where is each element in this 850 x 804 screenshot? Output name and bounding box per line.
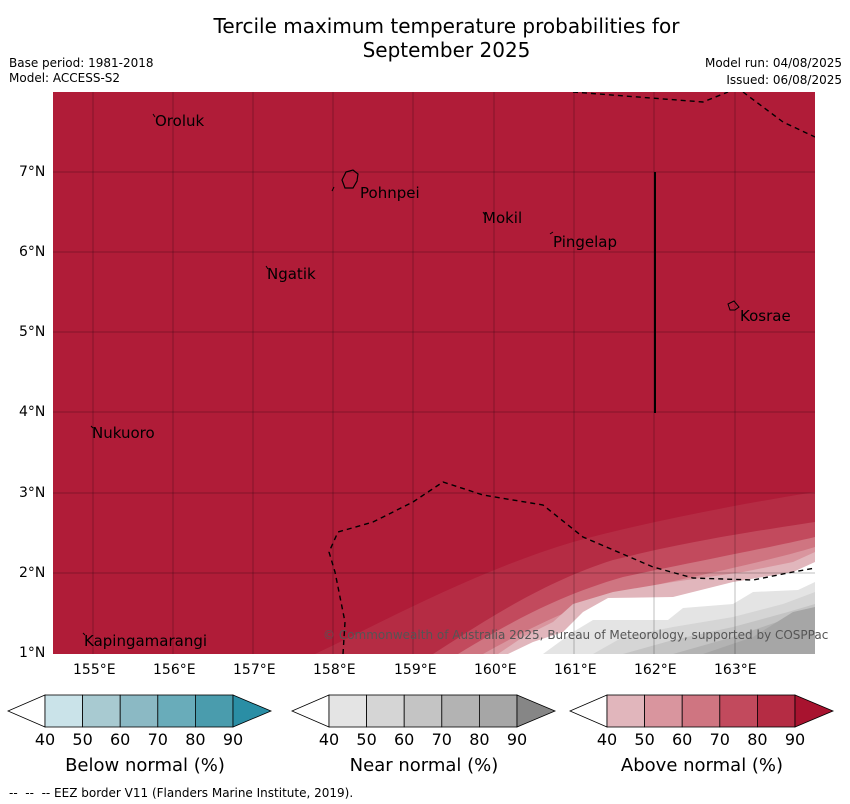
kosrae-island-outline bbox=[727, 300, 740, 311]
ant-atoll-mark bbox=[331, 186, 335, 192]
below-colorbar-high-extension bbox=[232, 694, 273, 728]
mokil-atoll-mark bbox=[482, 211, 486, 216]
above-colorbar-swatch bbox=[606, 694, 645, 728]
below-colorbar-tick: 90 bbox=[222, 730, 244, 749]
model-run-date: Model run: 04/08/2025 bbox=[704, 56, 842, 70]
lon-tick-161e: 161°E bbox=[554, 662, 597, 678]
lon-tick-159e: 159°E bbox=[394, 662, 437, 678]
near-colorbar-swatch bbox=[328, 694, 367, 728]
above-colorbar-swatch bbox=[719, 694, 758, 728]
issued-date: Issued: 06/08/2025 bbox=[726, 73, 842, 87]
nukuoro-atoll-mark bbox=[90, 425, 94, 429]
lat-tick-4n: 4°N bbox=[19, 404, 46, 420]
lat-tick-7n: 7°N bbox=[19, 164, 46, 180]
map-title-line2: September 2025 bbox=[362, 38, 531, 62]
eez-border bbox=[328, 92, 815, 654]
below-normal-label: Below normal (%) bbox=[65, 755, 225, 776]
near-colorbar-swatch bbox=[441, 694, 480, 728]
below-colorbar-tick: 80 bbox=[185, 730, 206, 749]
near-normal-label: Near normal (%) bbox=[349, 755, 499, 776]
place-label-mokil: Mokil bbox=[483, 209, 523, 227]
near-colorbar-high-extension bbox=[516, 694, 557, 728]
near-colorbar-swatch bbox=[366, 694, 405, 728]
above-colorbar-high-extension bbox=[794, 694, 835, 728]
lon-tick-163e: 163°E bbox=[714, 662, 757, 678]
pohnpei-island-outline bbox=[341, 169, 359, 189]
near-colorbar-tick: 40 bbox=[318, 730, 340, 749]
above-colorbar-swatch bbox=[644, 694, 683, 728]
model-name: Model: ACCESS-S2 bbox=[9, 71, 121, 85]
above-colorbar-tick: 70 bbox=[709, 730, 730, 749]
place-label-ngatik: Ngatik bbox=[267, 265, 316, 283]
above-colorbar-low-extension bbox=[569, 694, 608, 728]
above-colorbar-tick: 40 bbox=[596, 730, 618, 749]
above-normal-colorbar bbox=[569, 694, 835, 728]
above-colorbar-swatch bbox=[681, 694, 721, 728]
above-colorbar-tick: 60 bbox=[672, 730, 693, 749]
near-colorbar-tick: 60 bbox=[394, 730, 415, 749]
copyright-notice: © Commonwealth of Australia 2025, Bureau… bbox=[323, 628, 829, 642]
lon-tick-157e: 157°E bbox=[233, 662, 276, 678]
near-normal-80-region bbox=[703, 607, 815, 654]
lat-tick-6n: 6°N bbox=[19, 244, 46, 260]
below-colorbar-swatch bbox=[44, 694, 83, 728]
near-colorbar-tick: 90 bbox=[506, 730, 528, 749]
near-colorbar-swatch bbox=[403, 694, 443, 728]
pingelap-atoll-mark bbox=[549, 231, 554, 235]
lat-tick-5n: 5°N bbox=[19, 324, 46, 340]
kapingamarangi-atoll-mark bbox=[82, 632, 86, 636]
below-colorbar-tick: 70 bbox=[147, 730, 168, 749]
near-colorbar-swatch bbox=[478, 694, 518, 728]
place-label-kosrae: Kosrae bbox=[740, 307, 791, 325]
near-colorbar-tick: 70 bbox=[431, 730, 452, 749]
below-colorbar-tick: 40 bbox=[34, 730, 56, 749]
base-period: Base period: 1981-2018 bbox=[9, 56, 154, 70]
place-label-pingelap: Pingelap bbox=[553, 233, 618, 251]
below-colorbar-swatch bbox=[157, 694, 196, 728]
below-colorbar-tick: 60 bbox=[110, 730, 131, 749]
lat-tick-1n: 1°N bbox=[19, 645, 46, 661]
place-label-pohnpei: Pohnpei bbox=[360, 184, 420, 202]
lon-tick-158e: 158°E bbox=[313, 662, 356, 678]
lon-tick-160e: 160°E bbox=[474, 662, 517, 678]
below-colorbar-tick: 50 bbox=[72, 730, 93, 749]
above-normal-label: Above normal (%) bbox=[620, 755, 784, 776]
below-colorbar-swatch bbox=[82, 694, 121, 728]
below-normal-colorbar bbox=[7, 694, 273, 728]
above-colorbar-tick: 90 bbox=[784, 730, 806, 749]
above-colorbar-tick: 50 bbox=[634, 730, 655, 749]
map-grid bbox=[53, 92, 815, 654]
lat-tick-3n: 3°N bbox=[19, 485, 46, 501]
lon-tick-156e: 156°E bbox=[153, 662, 196, 678]
above-colorbar-tick: 80 bbox=[747, 730, 768, 749]
above-colorbar-swatch bbox=[756, 694, 796, 728]
below-colorbar-low-extension bbox=[7, 694, 46, 728]
below-colorbar-swatch bbox=[194, 694, 234, 728]
oroluk-atoll-mark bbox=[152, 113, 156, 118]
near-colorbar-low-extension bbox=[291, 694, 330, 728]
map-title-line1: Tercile maximum temperature probabilitie… bbox=[213, 14, 680, 38]
lat-tick-2n: 2°N bbox=[19, 565, 46, 581]
eez-footnote: -- -- -- EEZ border V11 (Flanders Marine… bbox=[9, 786, 354, 800]
lon-tick-155e: 155°E bbox=[73, 662, 116, 678]
near-colorbar-tick: 50 bbox=[356, 730, 377, 749]
below-colorbar-swatch bbox=[119, 694, 159, 728]
near-normal-colorbar bbox=[291, 694, 557, 728]
near-colorbar-tick: 80 bbox=[469, 730, 490, 749]
lon-tick-162e: 162°E bbox=[634, 662, 677, 678]
place-label-kapingamarangi: Kapingamarangi bbox=[84, 632, 208, 650]
probability-map[interactable] bbox=[53, 92, 815, 654]
ngatik-atoll-mark bbox=[265, 265, 269, 270]
place-label-oroluk: Oroluk bbox=[155, 112, 205, 130]
place-label-nukuoro: Nukuoro bbox=[92, 424, 155, 442]
